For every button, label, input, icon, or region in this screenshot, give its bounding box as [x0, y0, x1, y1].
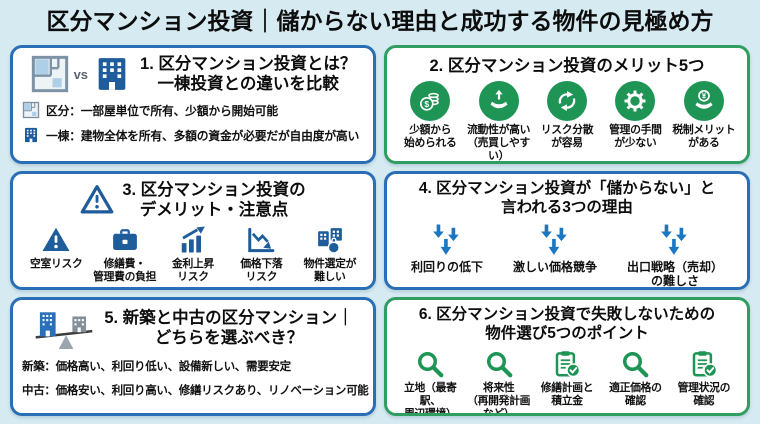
- reason-label: 利回りの低下: [410, 259, 483, 274]
- demerit-label: 空室リスク: [29, 258, 83, 271]
- demerit-label: 価格下落 リスク: [240, 258, 283, 284]
- panel-3-title: 3. 区分マンション投資の デメリット・注意点: [122, 181, 306, 220]
- point-label: 将来性 （再開発計画など）: [467, 381, 531, 416]
- balance-scale-buildings-icon: [32, 306, 96, 350]
- magnifier-icon: [484, 349, 514, 379]
- demerit-item: 物件選定が 難しい: [296, 225, 364, 284]
- point-label: 適正価格の 確認: [609, 381, 662, 407]
- panel-3-demerits: 3. 区分マンション投資の デメリット・注意点 空室リスク 修繕費・ 管理費の負…: [10, 171, 376, 290]
- point-item: 適正価格の 確認: [601, 349, 669, 408]
- point-item: 修繕計画と 積立金: [533, 349, 601, 408]
- yen-hand-icon: [692, 89, 716, 113]
- floorplan-icon: [22, 101, 40, 119]
- merit-item: 流動性が高い （売買しやすい）: [464, 81, 532, 163]
- merit-item: 管理の手間 が少ない: [601, 81, 669, 150]
- ittou-definition-text: 一棟：建物全体を所有、多額の資金が必要だが自由度が高い: [46, 128, 360, 143]
- property-select-icon: [315, 225, 345, 255]
- reason-item: 出口戦略（売却） の難しさ: [626, 224, 723, 289]
- clipboard-check-icon: [689, 349, 719, 379]
- merit-label: 管理の手間 が少ない: [609, 124, 662, 150]
- panel-2-title: 2. 区分マンション投資のメリット5つ: [429, 57, 705, 75]
- demerit-label: 金利上昇 リスク: [172, 258, 215, 284]
- liquidity-hand-icon: [487, 89, 511, 113]
- triple-down-arrows-icon: [654, 224, 696, 256]
- comparison-icons: vs: [30, 54, 132, 94]
- point-label: 管理状況の 確認: [677, 381, 731, 407]
- demerit-item: 金利上昇 リスク: [159, 225, 227, 284]
- point-items: 立地（最寄駅、 周辺環境） 将来性 （再開発計画など） 修繕計画と 積立金 適正…: [396, 349, 738, 416]
- merit-item: 税制メリット がある: [670, 81, 738, 150]
- panel-4-reasons: 4. 区分マンション投資が「儲からない」と 言われる3つの理由 利回りの低下 激…: [384, 171, 750, 290]
- point-label: 立地（最寄駅、 周辺環境）: [403, 381, 457, 416]
- point-item: 立地（最寄駅、 周辺環境）: [396, 349, 464, 416]
- kubun-definition-text: 区分：一部屋単位で所有、少額から開始可能: [46, 103, 278, 118]
- coins-icon: [418, 89, 442, 113]
- merit-label: 流動性が高い （売買しやすい）: [467, 124, 531, 163]
- panel-4-title: 4. 区分マンション投資が「儲からない」と 言われる3つの理由: [418, 180, 716, 216]
- reason-label: 出口戦略（売却） の難しさ: [626, 259, 723, 289]
- demerit-item: 修繕費・ 管理費の負担: [90, 225, 158, 284]
- demerit-item: 空室リスク: [22, 225, 90, 271]
- page-title: 区分マンション投資｜儲からない理由と成功する物件の見極め方: [46, 8, 714, 34]
- vs-label: vs: [73, 66, 89, 82]
- building-icon: [92, 54, 132, 94]
- point-item: 管理状況の 確認: [670, 349, 738, 408]
- reason-item: 激しい価格競争: [512, 224, 597, 287]
- merit-item: 少額から 始められる: [396, 81, 464, 150]
- ittou-definition-row: 一棟：建物全体を所有、多額の資金が必要だが自由度が高い: [22, 126, 364, 144]
- shinchiku-row: 新築：価格高い、利回り低い、設備新しい、需要安定: [22, 361, 291, 373]
- warning-triangle-outline-icon: [80, 183, 114, 217]
- triple-down-arrows-icon: [426, 224, 468, 256]
- demerit-items: 空室リスク 修繕費・ 管理費の負担 金利上昇 リスク 価格下落 リスク 物件選定…: [22, 225, 364, 284]
- magnifier-icon: [415, 349, 445, 379]
- panel-1-overview: vs 1. 区分マンション投資とは？ 一棟投資との違いを比較 区分：一部屋単位で…: [10, 45, 376, 164]
- gear-icon: [623, 89, 647, 113]
- panel-6-points: 6. 区分マンション投資で失敗しないための 物件選び5つのポイント 立地（最寄駅…: [384, 297, 750, 416]
- point-label: 修繕計画と 積立金: [540, 381, 594, 407]
- demerit-item: 価格下落 リスク: [227, 225, 295, 284]
- point-item: 将来性 （再開発計画など）: [464, 349, 532, 416]
- merit-label: リスク分散 が容易: [540, 124, 594, 150]
- reason-item: 利回りの低下: [410, 224, 483, 287]
- chart-down-icon: [246, 225, 276, 255]
- panel-6-title: 6. 区分マンション投資で失敗しないための 物件選び5つのポイント: [418, 306, 716, 342]
- merit-label: 税制メリット がある: [672, 124, 736, 150]
- merit-label: 少額から 始められる: [403, 124, 457, 150]
- magnifier-icon: [620, 349, 650, 379]
- panel-1-title: 1. 区分マンション投資とは？ 一棟投資との違いを比較: [140, 55, 357, 94]
- reason-items: 利回りの低下 激しい価格競争 出口戦略（売却） の難しさ: [396, 224, 738, 289]
- warning-triangle-icon: [41, 225, 71, 255]
- merit-item: リスク分散 が容易: [533, 81, 601, 150]
- chart-up-icon: [178, 225, 208, 255]
- panel-5-title: 5. 新築と中古の区分マンション｜ どちらを選ぶべき？: [104, 308, 354, 347]
- chuko-row: 中古：価格安い、利回り高い、修繕リスクあり、リノベーション可能: [22, 385, 369, 397]
- clipboard-check-icon: [552, 349, 582, 379]
- floorplan-icon: [30, 54, 70, 94]
- panel-5-new-vs-used: 5. 新築と中古の区分マンション｜ どちらを選ぶべき？ 新築：価格高い、利回り低…: [10, 297, 376, 416]
- recycle-arrows-icon: [555, 89, 579, 113]
- demerit-label: 修繕費・ 管理費の負担: [93, 258, 157, 284]
- merit-items: 少額から 始められる 流動性が高い （売買しやすい） リスク分散 が容易 管理の…: [396, 81, 738, 163]
- demerit-label: 物件選定が 難しい: [303, 258, 357, 284]
- briefcase-icon: [110, 225, 140, 255]
- reason-label: 激しい価格競争: [512, 259, 597, 274]
- panel-grid: vs 1. 区分マンション投資とは？ 一棟投資との違いを比較 区分：一部屋単位で…: [10, 45, 750, 416]
- kubun-definition-row: 区分：一部屋単位で所有、少額から開始可能: [22, 101, 364, 119]
- panel-2-merits: 2. 区分マンション投資のメリット5つ 少額から 始められる 流動性が高い （売…: [384, 45, 750, 164]
- building-icon: [22, 126, 40, 144]
- triple-down-arrows-icon: [534, 224, 576, 256]
